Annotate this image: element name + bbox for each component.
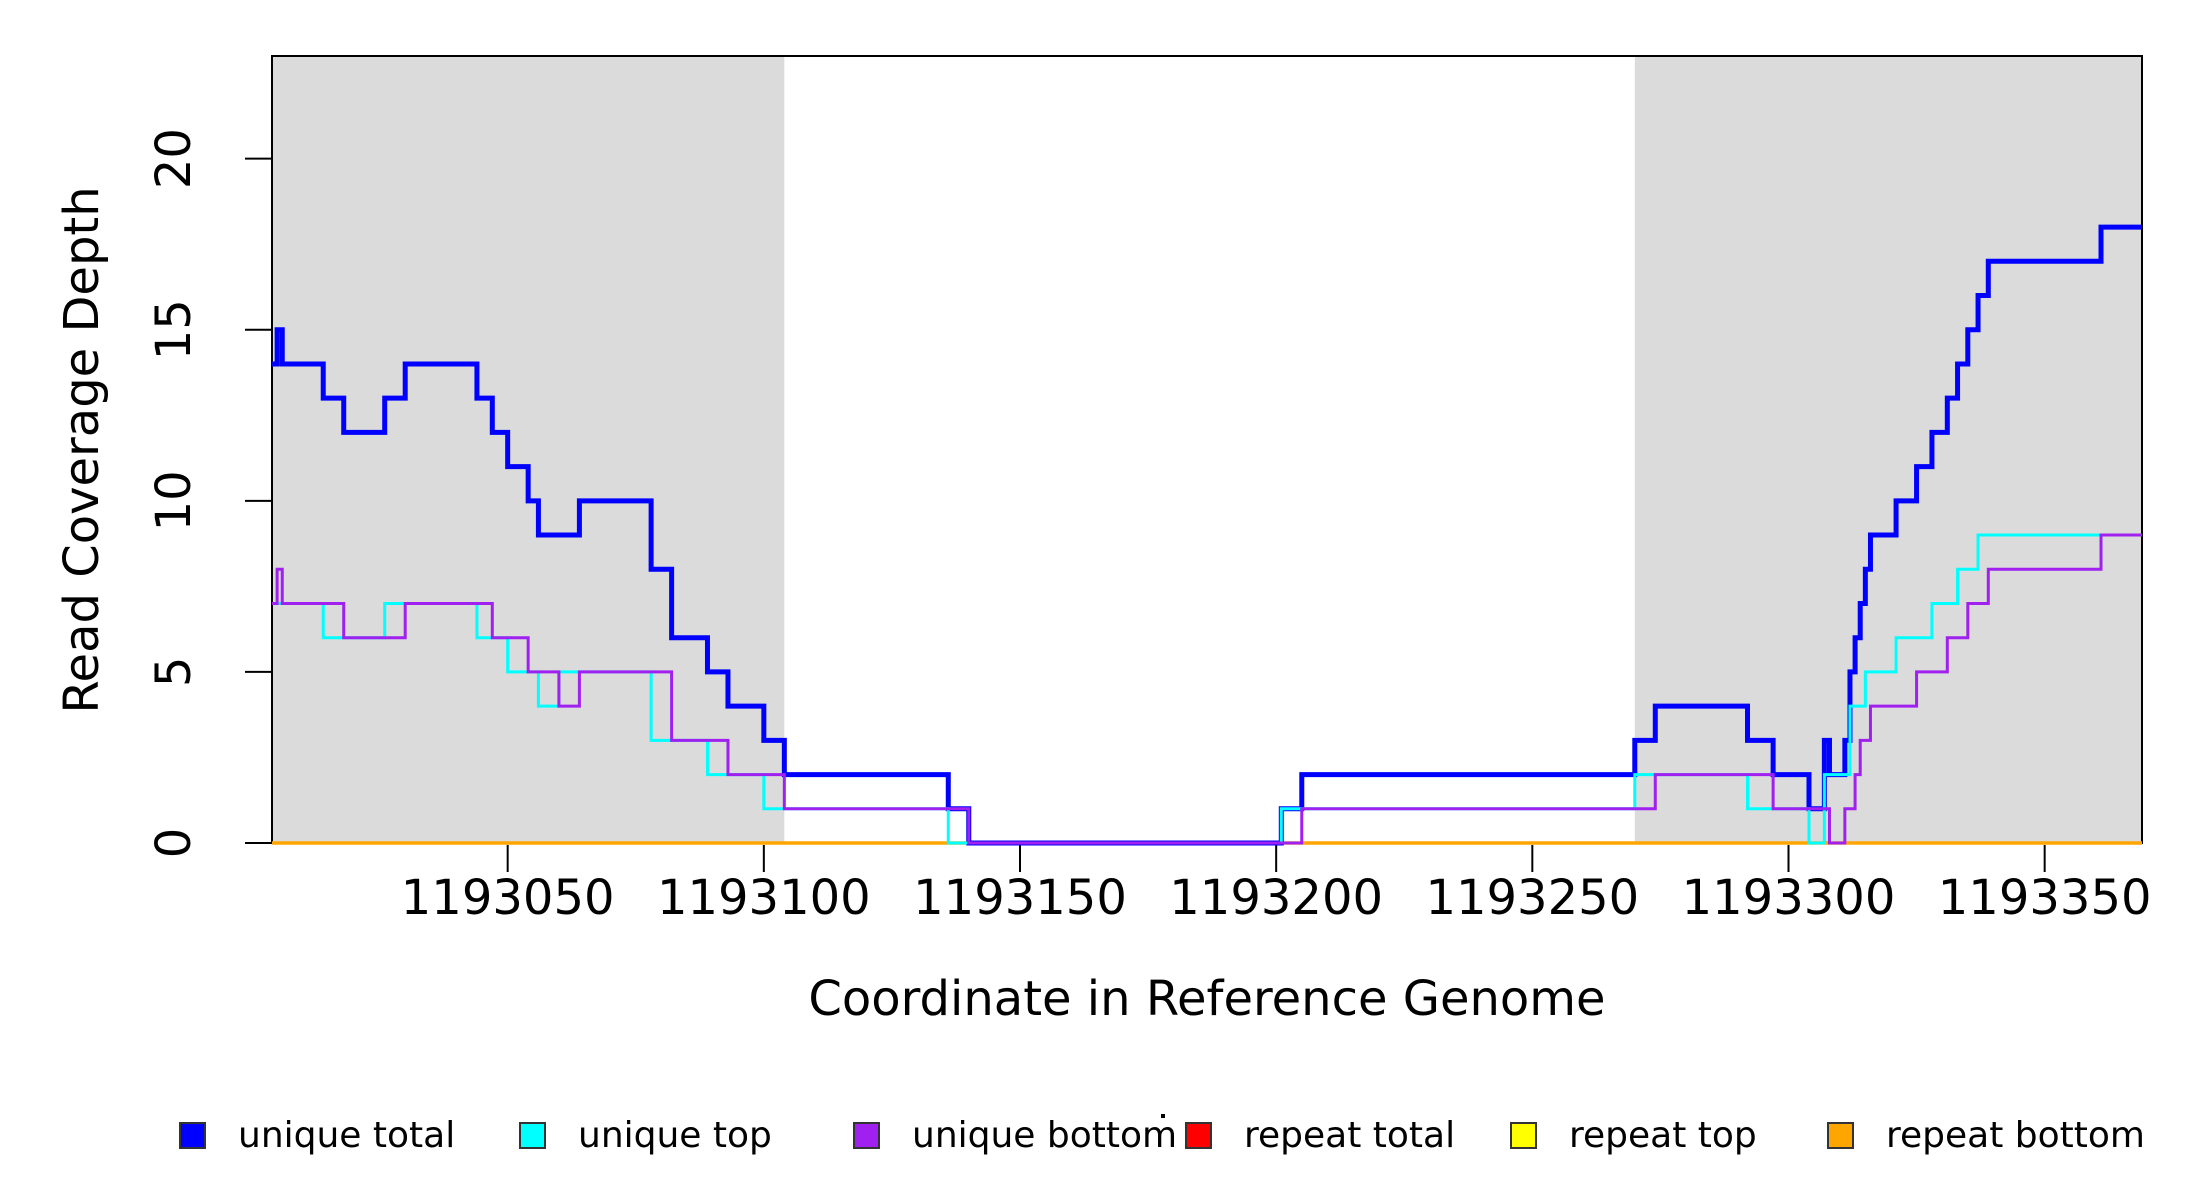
y-tick-label: 20: [146, 128, 202, 189]
series-lines: [272, 224, 2142, 846]
legend-label: repeat top: [1569, 1115, 1757, 1156]
x-tick-label: 1193200: [1169, 870, 1383, 926]
stray-dot: [1161, 1114, 1165, 1118]
legend-swatch-repeat-top: [1510, 1122, 1537, 1149]
series-unique-total: [272, 224, 2142, 846]
x-tick-label: 1193100: [657, 870, 871, 926]
y-tick-label: 10: [146, 470, 202, 531]
legend-swatch-unique-top: [519, 1122, 546, 1149]
y-tick-label: 15: [146, 299, 202, 360]
legend-item-repeat-top: repeat top: [1510, 1115, 1757, 1156]
axes: 0 5 10 15 20 1193050 1193100 1193150 1193200 1193…: [146, 55, 2152, 926]
legend-label: repeat bottom: [1886, 1115, 2145, 1156]
legend: unique total unique top unique bottom repea…: [179, 1114, 2145, 1156]
legend-label: unique top: [578, 1115, 772, 1156]
legend-swatch-unique-bottom: [853, 1122, 880, 1149]
shaded-regions: [272, 56, 2142, 843]
x-tick-label: 1193050: [401, 870, 615, 926]
legend-label: repeat total: [1244, 1115, 1455, 1156]
shaded-region: [1634, 56, 2142, 843]
x-tick-label: 1193250: [1425, 870, 1639, 926]
x-tick-label: 1193350: [1938, 870, 2152, 926]
y-axis-title: Read Coverage Depth: [54, 186, 110, 713]
legend-label: unique bottom: [912, 1115, 1177, 1156]
legend-swatch-unique-total: [179, 1122, 206, 1149]
x-axis-title: Coordinate in Reference Genome: [808, 971, 1605, 1027]
legend-item-unique-bottom: unique bottom: [853, 1115, 1177, 1156]
y-tick-label: 0: [146, 828, 202, 859]
legend-label: unique total: [238, 1115, 455, 1156]
legend-item-repeat-bottom: repeat bottom: [1827, 1115, 2145, 1156]
y-tick-label: 5: [146, 657, 202, 688]
series-unique-bottom: [272, 533, 2142, 845]
series-unique-top: [272, 533, 2142, 845]
legend-item-repeat-total: repeat total: [1185, 1115, 1455, 1156]
legend-item-unique-total: unique total: [179, 1115, 455, 1156]
shaded-region: [272, 56, 785, 843]
x-tick-label: 1193300: [1682, 870, 1896, 926]
legend-swatch-repeat-total: [1185, 1122, 1212, 1149]
legend-item-unique-top: unique top: [519, 1115, 772, 1156]
x-tick-label: 1193150: [913, 870, 1127, 926]
legend-swatch-repeat-bottom: [1827, 1122, 1854, 1149]
